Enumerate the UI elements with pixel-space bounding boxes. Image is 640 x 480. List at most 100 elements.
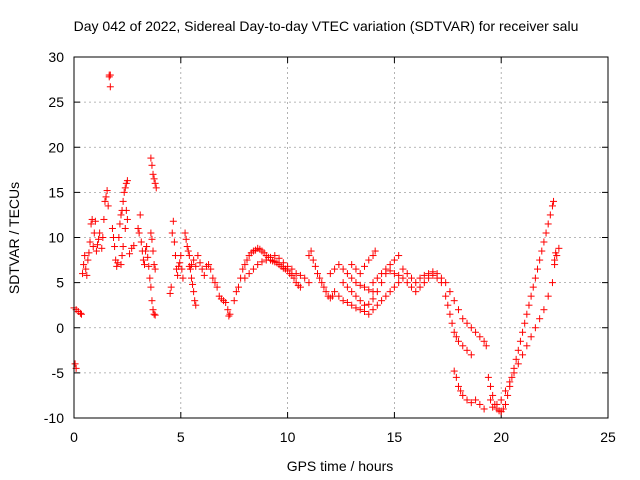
data-point: [360, 262, 368, 270]
data-point: [177, 252, 185, 260]
data-point: [514, 346, 522, 354]
data-point: [167, 283, 175, 291]
axis-ticks: 0 5 10 15 20 25 -10 -5 0 5 10 15 20 25 30: [44, 49, 616, 445]
data-point: [523, 342, 531, 350]
data-point: [151, 265, 159, 273]
data-point: [178, 265, 186, 273]
data-point: [459, 342, 467, 350]
data-point: [542, 229, 550, 237]
data-point: [425, 270, 433, 278]
data-point: [192, 301, 200, 309]
grid: [74, 57, 608, 418]
data-point: [148, 235, 156, 243]
data-point: [275, 254, 283, 262]
y-tick-label: -5: [52, 365, 65, 381]
data-point: [150, 310, 158, 318]
data-point: [279, 259, 287, 267]
data-point: [450, 367, 458, 375]
data-point: [111, 243, 119, 251]
data-point: [243, 256, 251, 264]
data-point: [150, 261, 158, 269]
data-point: [115, 234, 123, 241]
data-point: [168, 229, 176, 237]
data-point: [143, 243, 151, 251]
data-point: [249, 265, 257, 273]
data-point: [446, 288, 454, 296]
plot-frame: [73, 56, 609, 419]
data-point: [489, 391, 497, 399]
data-point: [484, 373, 492, 381]
x-tick-label: 25: [600, 429, 616, 445]
data-point: [126, 250, 134, 258]
data-point: [196, 259, 204, 267]
data-point: [482, 342, 490, 350]
data-point: [540, 238, 548, 246]
data-point: [365, 310, 373, 318]
data-point: [96, 229, 104, 237]
data-point: [546, 211, 554, 219]
data-point: [187, 261, 195, 269]
data-point: [190, 256, 198, 264]
data-point: [378, 297, 386, 305]
data-point: [407, 274, 415, 282]
data-point: [348, 301, 356, 309]
data-point: [225, 312, 233, 320]
data-point: [95, 235, 103, 243]
data-point: [348, 288, 356, 296]
data-point: [151, 311, 159, 319]
y-tick-label: -10: [44, 410, 64, 426]
data-point: [497, 396, 505, 404]
data-point: [117, 261, 125, 269]
data-point: [258, 258, 266, 266]
data-point: [348, 261, 356, 269]
data-point: [454, 382, 462, 390]
data-point: [510, 369, 518, 377]
data-point: [407, 283, 415, 291]
x-axis-label: GPS time / hours: [287, 458, 394, 474]
data-point: [226, 310, 234, 318]
data-point: [80, 261, 88, 269]
y-axis-label: SDTVAR / TECUs: [6, 182, 22, 294]
data-point: [211, 279, 219, 287]
data-point: [79, 270, 87, 278]
data-point: [550, 197, 558, 205]
data-point: [480, 405, 488, 413]
data-point: [416, 274, 424, 282]
data-point: [360, 301, 368, 309]
x-tick-label: 20: [493, 429, 509, 445]
data-point: [352, 292, 360, 300]
data-point: [551, 256, 559, 264]
data-point: [433, 270, 441, 278]
data-point: [114, 259, 122, 267]
data-point: [360, 283, 368, 291]
data-point: [71, 360, 79, 368]
data-point: [412, 279, 420, 287]
data-point: [450, 328, 458, 336]
data-point: [459, 315, 467, 323]
data-point: [113, 262, 121, 270]
data-point: [373, 274, 381, 282]
data-point: [120, 188, 128, 196]
data-point: [89, 243, 97, 251]
data-point: [476, 333, 484, 341]
data-point: [170, 238, 178, 246]
data-point: [103, 187, 111, 195]
data-point: [83, 271, 91, 279]
data-point: [309, 256, 317, 264]
data-point: [508, 373, 516, 381]
data-point: [102, 193, 110, 201]
data-point: [122, 206, 130, 214]
data-point: [339, 265, 347, 273]
data-point: [149, 170, 157, 178]
data-point: [179, 274, 187, 282]
data-point: [85, 249, 93, 257]
data-point: [467, 324, 475, 332]
y-tick-label: 0: [56, 320, 64, 336]
data-point: [262, 256, 270, 264]
data-point: [88, 215, 96, 223]
data-points: [70, 71, 563, 416]
data-point: [369, 295, 377, 303]
data-point: [187, 274, 195, 282]
data-point: [514, 360, 522, 368]
data-point: [365, 300, 373, 308]
